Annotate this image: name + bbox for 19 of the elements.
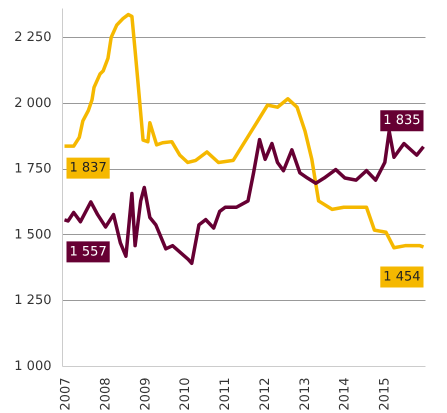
y-tick-label: 1 750 bbox=[14, 162, 52, 177]
x-tick-label: 2014 bbox=[338, 377, 353, 411]
x-tick-label: 2009 bbox=[138, 377, 154, 411]
y-tick-label: 2 000 bbox=[14, 96, 52, 111]
x-tick-label: 2012 bbox=[258, 377, 273, 411]
x-tick-label: 2015 bbox=[378, 377, 393, 411]
x-tick-label: 2010 bbox=[178, 377, 194, 411]
y-tick-label: 1 500 bbox=[14, 227, 52, 242]
y-tick-label: 1 250 bbox=[14, 293, 52, 308]
x-tick-label: 2011 bbox=[218, 377, 234, 411]
x-tick-label: 2008 bbox=[98, 377, 114, 411]
data-label: 1 557 bbox=[69, 244, 107, 260]
data-label: 1 837 bbox=[69, 160, 107, 176]
x-tick-label: 2007 bbox=[58, 377, 74, 411]
data-label: 1 454 bbox=[383, 269, 421, 284]
data-label: 1 835 bbox=[383, 113, 421, 128]
y-tick-label: 1 000 bbox=[14, 359, 52, 374]
y-tick-label: 2 250 bbox=[14, 30, 52, 45]
x-tick-label: 2013 bbox=[298, 377, 313, 411]
